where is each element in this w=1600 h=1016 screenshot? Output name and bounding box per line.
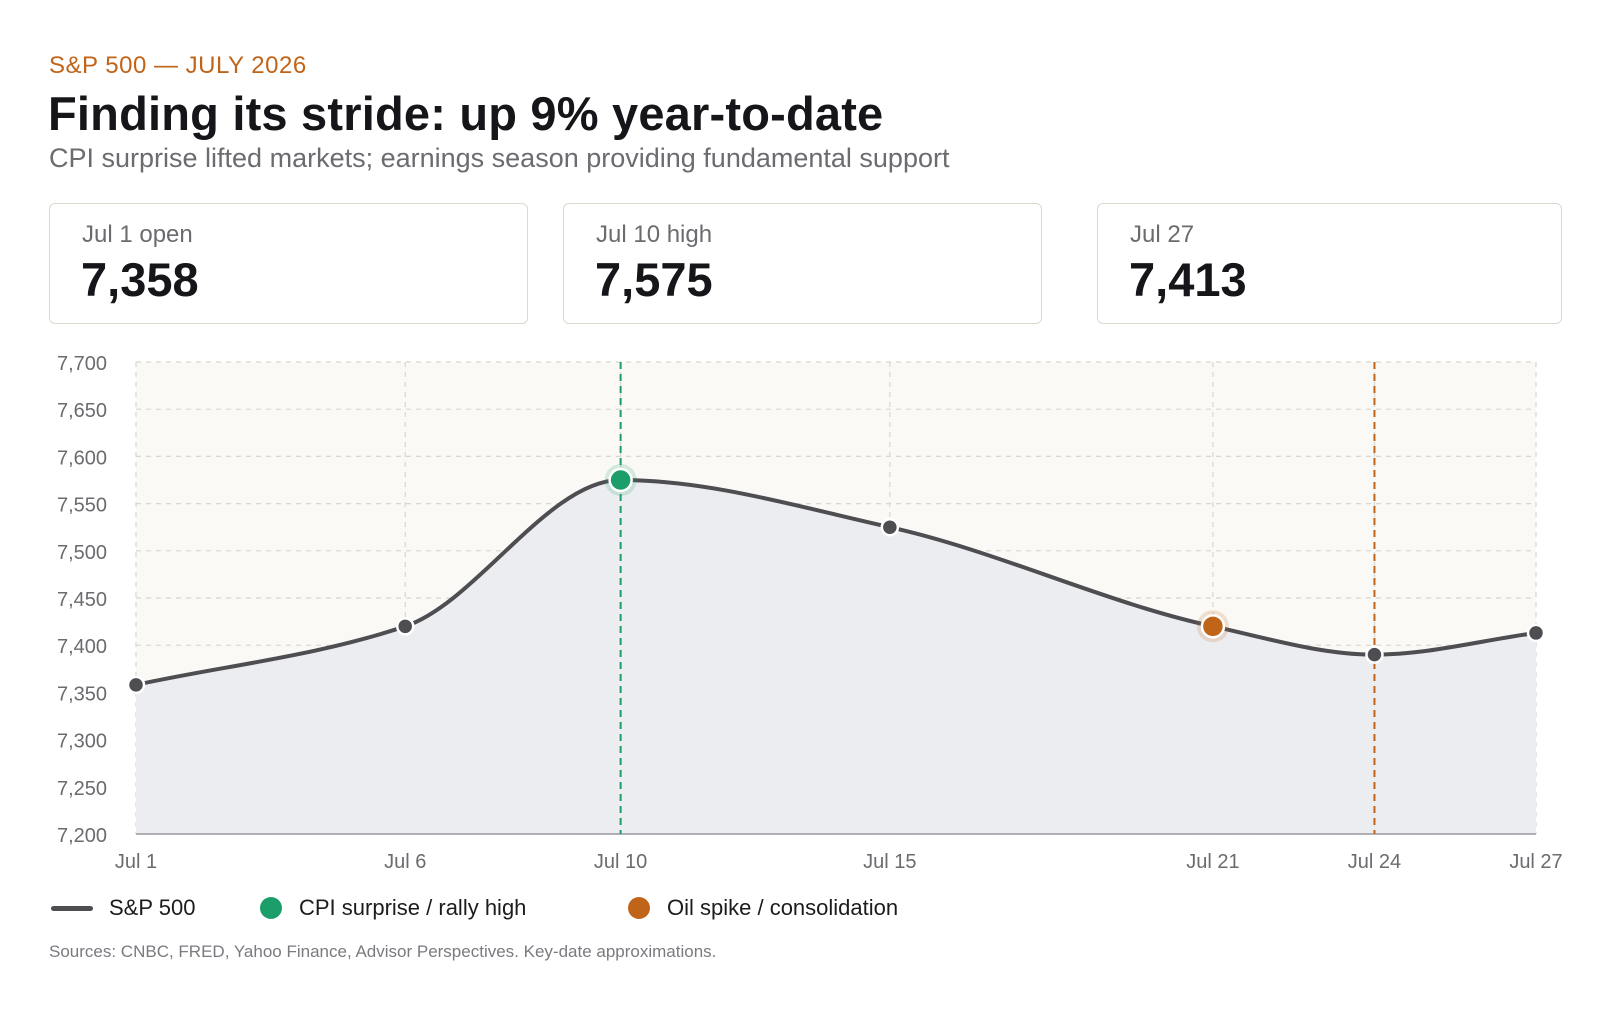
chart-eyebrow: S&P 500 — JULY 2026 <box>49 52 307 79</box>
y-tick-label: 7,500 <box>57 542 107 564</box>
x-tick-label: Jul 15 <box>863 851 916 873</box>
stat-card-open: Jul 1 open 7,358 <box>49 203 528 324</box>
legend-label: S&P 500 <box>109 895 196 920</box>
y-tick-label: 7,200 <box>57 825 107 847</box>
x-tick-label: Jul 27 <box>1509 851 1562 873</box>
stat-value: 7,413 <box>1129 253 1247 306</box>
stat-label: Jul 27 <box>1130 221 1195 248</box>
stat-card-latest: Jul 27 7,413 <box>1097 203 1562 324</box>
x-tick-label: Jul 6 <box>384 851 426 873</box>
y-tick-label: 7,350 <box>57 683 107 705</box>
legend-dot-swatch <box>260 897 282 919</box>
y-tick-label: 7,650 <box>57 400 107 422</box>
data-point <box>1526 623 1546 643</box>
y-tick-label: 7,400 <box>57 636 107 658</box>
stat-value: 7,575 <box>595 253 713 306</box>
legend-dot-swatch <box>628 897 650 919</box>
series-area-fill <box>136 480 1536 834</box>
data-point <box>880 517 900 537</box>
chart-title: Finding its stride: up 9% year-to-date <box>48 87 884 140</box>
y-tick-label: 7,300 <box>57 731 107 753</box>
legend-line-swatch <box>51 905 93 911</box>
y-tick-label: 7,600 <box>57 447 107 469</box>
chart-subtitle: CPI surprise lifted markets; earnings se… <box>49 143 950 173</box>
event-marker <box>608 467 633 493</box>
x-tick-label: Jul 24 <box>1348 851 1401 873</box>
legend-item-sp500: S&P 500 <box>51 892 195 924</box>
x-tick-label: Jul 1 <box>115 851 157 873</box>
legend-item-cpi: CPI surprise / rally high <box>260 892 526 924</box>
data-point <box>395 617 415 636</box>
stat-label: Jul 1 open <box>82 221 193 248</box>
stat-card-high: Jul 10 high 7,575 <box>563 203 1042 324</box>
y-tick-label: 7,450 <box>57 589 107 611</box>
legend-label: Oil spike / consolidation <box>667 895 899 920</box>
data-point <box>1365 645 1384 664</box>
stat-value: 7,358 <box>81 253 199 306</box>
source-footnote: Sources: CNBC, FRED, Yahoo Finance, Advi… <box>49 942 717 961</box>
y-tick-label: 7,250 <box>57 778 107 800</box>
x-tick-label: Jul 10 <box>594 851 647 873</box>
event-marker <box>1200 614 1226 639</box>
data-point <box>126 675 146 695</box>
x-tick-label: Jul 21 <box>1186 851 1239 873</box>
y-tick-label: 7,550 <box>57 495 107 517</box>
legend-label: CPI surprise / rally high <box>299 895 527 920</box>
stat-label: Jul 10 high <box>596 221 713 248</box>
legend-item-oil: Oil spike / consolidation <box>628 892 898 924</box>
y-tick-label: 7,700 <box>57 353 107 375</box>
